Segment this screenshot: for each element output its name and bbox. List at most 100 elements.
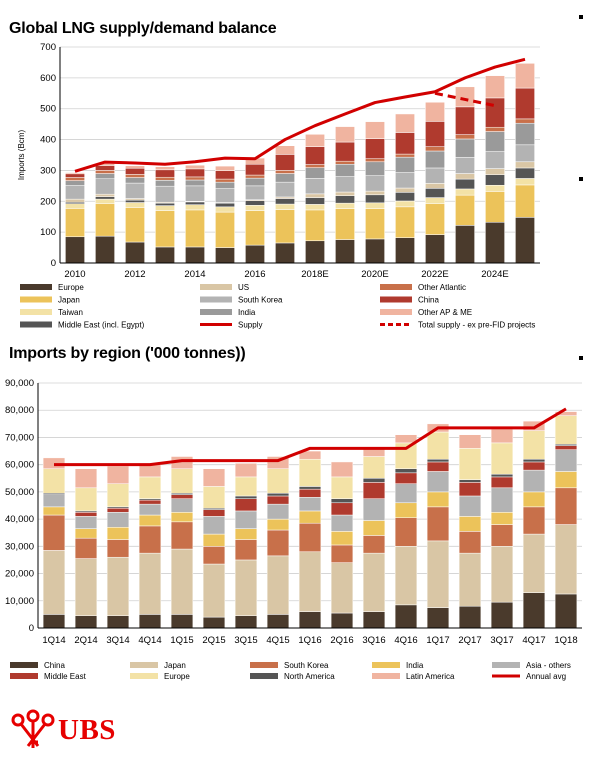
bar-segment-india (425, 150, 445, 169)
bar-segment-europe (185, 246, 205, 264)
bar-segment-asia-others (74, 516, 98, 529)
bar-segment-other-ap-me (515, 63, 535, 89)
bar-segment-middle-east-incl-egypt- (125, 199, 145, 203)
bar-segment-india (266, 518, 290, 531)
x-tick-label: 4Q15 (266, 635, 289, 646)
bar-segment-europe (298, 458, 322, 487)
bar-segment-us (65, 198, 85, 203)
x-tick-label: 3Q15 (234, 635, 257, 646)
bar-segment-north-america (426, 458, 450, 463)
bar-segment-asia-others (458, 495, 482, 517)
bar-segment-india (365, 161, 385, 176)
bar-segment-taiwan (95, 198, 115, 205)
bar-segment-middle-east (138, 499, 162, 505)
x-tick-label: 4Q16 (394, 635, 417, 646)
line-annual-avg (54, 407, 567, 467)
x-tick-label: 2016 (244, 269, 265, 280)
bar-segment-india (394, 502, 418, 518)
legend-swatch (380, 284, 412, 290)
bar-segment-us (515, 161, 535, 169)
bar-segment-china (202, 616, 226, 629)
bar-segment-europe (330, 476, 354, 499)
legend-label: Europe (164, 672, 190, 681)
x-tick-label: 4Q17 (522, 635, 545, 646)
bar-segment-taiwan (215, 206, 235, 213)
legend-label: Middle East (44, 672, 87, 681)
legend-swatch (200, 309, 232, 315)
bar-segment-china (215, 170, 235, 180)
x-tick-label: 3Q14 (106, 635, 129, 646)
legend-swatch (20, 296, 52, 303)
bar-segment-other-atlantic (65, 177, 85, 181)
bar-segment-latin-america (490, 429, 514, 444)
bar-segment-south-korea (554, 487, 578, 525)
bar-segment-middle-east (394, 472, 418, 484)
bar-segment-china (106, 615, 130, 629)
bullet-marker (579, 15, 583, 19)
bar-segment-india (298, 510, 322, 524)
bar-segment-japan (395, 206, 415, 238)
legend-swatch (130, 662, 158, 668)
bar-segment-south-korea (455, 157, 475, 174)
bar-segment-north-america (234, 495, 258, 499)
bar-segment-japan (65, 208, 85, 238)
bar-segment-other-ap-me (395, 113, 415, 133)
bar-segment-japan (394, 546, 418, 606)
y-tick-label: 60,000 (5, 460, 34, 471)
ubs-keys-icon (11, 709, 55, 748)
bar-segment-other-atlantic (335, 160, 355, 165)
legend-label: China (44, 661, 65, 670)
bar-segment-us (335, 191, 355, 196)
legend-swatch (380, 296, 412, 303)
bar-segment-south-korea (485, 151, 505, 169)
bar-segment-japan (74, 558, 98, 616)
bar-segment-japan (95, 203, 115, 237)
bar-segment-other-atlantic (275, 170, 295, 174)
bar-segment-asia-others (106, 512, 130, 528)
bar-segment-china (245, 164, 265, 176)
bar-segment-middle-east (202, 509, 226, 517)
bar-segment-other-atlantic (95, 170, 115, 174)
bar-segment-japan (490, 546, 514, 603)
bar-segment-japan (305, 209, 325, 242)
bar-segment-us (395, 187, 415, 193)
bar-segment-us (95, 193, 115, 197)
legend-swatch (20, 284, 52, 290)
bar-segment-taiwan (185, 204, 205, 211)
bar-segment-south-korea (522, 506, 546, 535)
bar-segment-india (362, 520, 386, 536)
bar-segment-south-korea (426, 506, 450, 542)
bar-segment-europe (266, 468, 290, 494)
bar-segment-north-america (522, 458, 546, 463)
legend-swatch (372, 673, 400, 679)
bar-segment-middle-east (522, 461, 546, 471)
legend-label: China (418, 296, 439, 305)
bar-segment-north-america (458, 479, 482, 483)
bar-segment-taiwan (65, 203, 85, 209)
legend-label: US (238, 283, 249, 292)
bar-segment-india (522, 491, 546, 508)
bar-segment-other-ap-me (275, 145, 295, 155)
bar-segment-europe (395, 237, 415, 264)
bar-segment-europe (522, 430, 546, 460)
bar-segment-europe (485, 222, 505, 264)
legend-swatch (250, 662, 278, 668)
bar-segment-india (106, 527, 130, 540)
x-tick-label: 2018E (301, 269, 328, 280)
bar-segment-south-korea (185, 185, 205, 202)
bar-segment-india (490, 512, 514, 525)
bar-segment-other-ap-me (215, 165, 235, 171)
bar-segment-north-america (330, 498, 354, 504)
y-tick-label: 80,000 (5, 405, 34, 416)
bar-segment-middle-east-incl-egypt- (275, 198, 295, 205)
bar-segment-us (455, 173, 475, 180)
bar-segment-india (455, 138, 475, 158)
legend-label: Supply (238, 321, 262, 330)
legend-label: Japan (58, 296, 80, 305)
bar-segment-europe (106, 483, 130, 508)
bar-segment-us (485, 168, 505, 175)
bar-segment-india (185, 179, 205, 187)
bar-segment-other-ap-me (365, 121, 385, 139)
bar-segment-china (65, 173, 85, 178)
legend-label: Total supply - ex pre-FID projects (418, 321, 535, 330)
